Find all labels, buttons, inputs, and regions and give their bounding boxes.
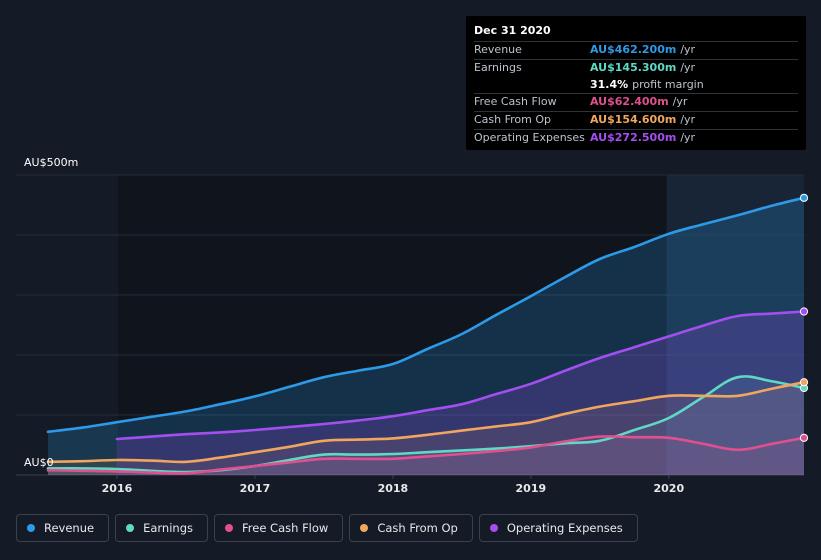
y-axis-bottom-label: AU$0 <box>24 456 54 469</box>
free-cash-flow-end-point[interactable] <box>799 433 809 442</box>
earnings-area <box>48 376 804 475</box>
tooltip-value: AU$145.300m <box>590 60 677 74</box>
legend-dot-icon <box>126 524 135 532</box>
legend-dot-icon <box>225 524 233 532</box>
x-tick-label: 2016 <box>102 482 133 495</box>
series-end-markers <box>799 193 809 442</box>
cash-from-op-line <box>46 380 806 464</box>
tooltip-row-operating-expenses: Operating Expenses AU$272.500m /yr <box>474 128 798 147</box>
series-areas <box>48 197 805 476</box>
revenue-end-point[interactable] <box>799 193 809 202</box>
legend-item-earnings[interactable]: Earnings <box>115 514 208 542</box>
tooltip-unit: /yr <box>680 43 696 56</box>
tooltip-row-profit-margin: 31.4% profit margin <box>474 77 798 94</box>
cash-from-op-end-point[interactable] <box>799 378 809 387</box>
legend-item-revenue[interactable]: Revenue <box>16 514 110 542</box>
tooltip-panel: Dec 31 2020 Revenue AU$462.200m /yr Earn… <box>466 16 806 150</box>
revenue-line <box>46 196 806 434</box>
tooltip-value: AU$272.500m <box>590 130 677 144</box>
operating-expenses-area <box>116 311 805 475</box>
tooltip-label: Cash From Op <box>474 113 552 127</box>
earnings-line <box>46 375 806 474</box>
legend-label: Free Cash Flow <box>242 521 329 535</box>
tooltip-value: 31.4% <box>590 77 629 91</box>
legend-label: Earnings <box>143 521 193 535</box>
legend-item-operating-expenses[interactable]: Operating Expenses <box>478 514 638 542</box>
tooltip-date: Dec 31 2020 <box>474 24 551 37</box>
legend-item-free-cash-flow[interactable]: Free Cash Flow <box>214 514 344 542</box>
tooltip-label: Free Cash Flow <box>474 95 557 109</box>
tooltip-unit: /yr <box>680 60 696 74</box>
free-cash-flow-line <box>46 435 806 475</box>
tooltip-value: AU$462.200m <box>590 43 677 56</box>
legend-dot-icon <box>27 524 35 532</box>
tooltip-row-earnings: Earnings AU$145.300m /yr <box>474 58 798 77</box>
tooltip-unit: /yr <box>680 113 696 127</box>
tooltip-row-revenue: Revenue AU$462.200m /yr <box>474 41 798 59</box>
series-lines <box>46 196 806 475</box>
cash-from-op-area <box>48 382 804 475</box>
tooltip-label: Revenue <box>474 43 522 56</box>
x-axis-ticks: 2016 2017 2018 2019 2020 <box>102 475 684 495</box>
tooltip-label: Earnings <box>474 60 522 74</box>
tooltip-row-cash-from-op: Cash From Op AU$154.600m /yr <box>474 111 798 129</box>
tooltip-value: AU$154.600m <box>590 113 677 127</box>
tooltip-value: AU$62.400m <box>590 95 669 109</box>
x-tick-label: 2020 <box>653 482 684 495</box>
grid-lines <box>16 174 804 476</box>
operating-expenses-line <box>115 310 806 441</box>
tooltip-unit: profit margin <box>632 77 704 91</box>
past-region-shading <box>118 175 666 475</box>
operating-expenses-end-point[interactable] <box>799 307 809 316</box>
legend-label: Cash From Op <box>377 521 458 535</box>
x-tick-label: 2019 <box>516 482 547 495</box>
free-cash-flow-area <box>48 436 804 475</box>
highlight-region-shading <box>667 175 804 475</box>
tooltip-row-free-cash-flow: Free Cash Flow AU$62.400m /yr <box>474 93 798 111</box>
y-axis-top-label: AU$500m <box>24 156 78 169</box>
tooltip-label <box>474 77 590 94</box>
tooltip-unit: /yr <box>672 95 688 109</box>
chart-area: AU$500m AU$0 2016 2017 2018 2019 2020 <box>16 156 809 495</box>
revenue-area <box>48 197 804 476</box>
chart-legend: Revenue Earnings Free Cash Flow Cash Fro… <box>16 514 638 542</box>
legend-dot-icon <box>489 524 498 532</box>
tooltip-label: Operating Expenses <box>474 130 585 144</box>
x-tick-label: 2018 <box>378 482 409 495</box>
tooltip-unit: /yr <box>680 130 696 144</box>
x-tick-label: 2017 <box>240 482 271 495</box>
legend-dot-icon <box>360 524 369 532</box>
legend-label: Operating Expenses <box>506 521 623 535</box>
legend-item-cash-from-op[interactable]: Cash From Op <box>349 514 473 542</box>
legend-label: Revenue <box>44 521 95 535</box>
